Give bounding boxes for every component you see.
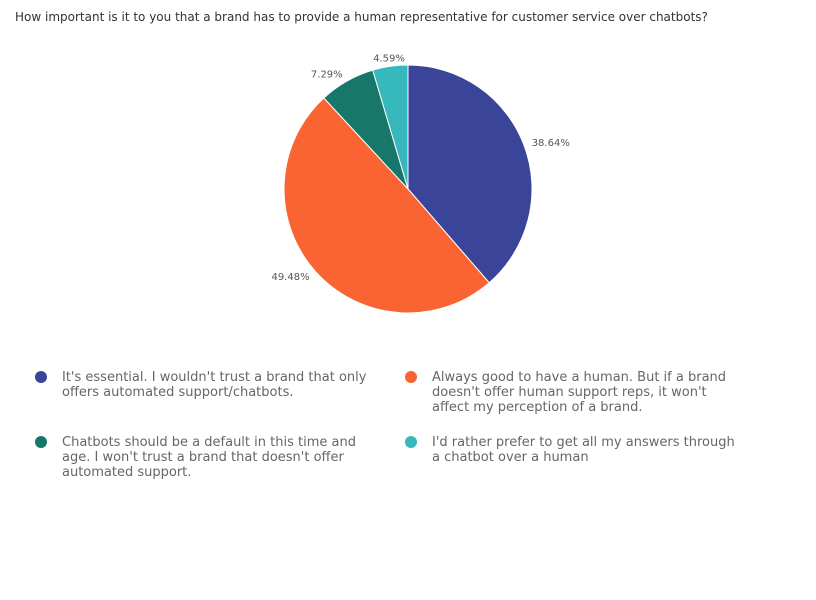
slice-label-chatbots-default: 7.29% (311, 69, 343, 80)
slice-good-to-have-human[interactable] (283, 97, 490, 314)
slice-essential[interactable] (407, 64, 533, 284)
slice-label-essential: 38.64% (532, 138, 570, 149)
chart-title: How important is it to you that a brand … (15, 10, 708, 24)
pie-slice-labels: 38.64% 49.48% 7.29% 4.59% (271, 53, 569, 283)
slice-label-good-to-have-human: 49.48% (271, 272, 309, 283)
pie-slices (283, 64, 533, 314)
slice-label-prefer-chatbot: 4.59% (373, 53, 405, 64)
slice-prefer-chatbot[interactable] (372, 64, 409, 190)
